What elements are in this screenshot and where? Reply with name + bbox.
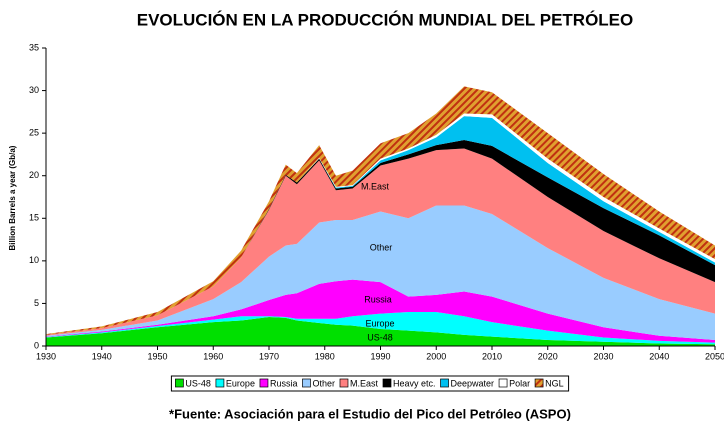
x-tick-label: 1990 [370,351,390,361]
legend-label: Deepwater [451,378,495,388]
legend-swatch [339,378,349,388]
area [46,139,715,335]
x-tick-label: 1950 [147,351,167,361]
x-tick-label: 1970 [259,351,279,361]
area [46,205,715,341]
x-tick-label: 2040 [649,351,669,361]
x-tick-label: 2030 [593,351,613,361]
legend-box [170,375,570,392]
legend-label: US-48 [185,378,211,388]
x-tick-label: 2050 [705,351,724,361]
legend-swatch [440,378,449,388]
legend-label: M.East [350,378,379,388]
x-tick-label: 2000 [426,351,446,361]
y-tick-label: 0 [34,340,39,350]
x-tick-label: 1930 [36,351,56,361]
legend-label: Polar [509,378,530,388]
area-label: Russia [364,294,392,304]
legend-label: NGL [545,378,564,388]
x-tick-label: 1960 [203,351,223,361]
source-note: *Fuente: Asociación para el Estudio del … [169,406,571,421]
legend-swatch [382,378,392,388]
legend-label: Heavy etc. [393,378,436,388]
y-tick-label: 20 [29,170,39,180]
area [46,86,715,335]
x-tick-label: 1940 [92,351,112,361]
x-tick-label: 2010 [482,351,502,361]
y-tick-label: 5 [34,298,39,308]
y-tick-label: 25 [29,128,39,138]
plot-area: 0 5 10 15 20 25 30 35 1930 1940 1950 1960 1970 1980 19… [29,42,724,361]
y-tick-label: 35 [29,42,39,52]
legend-swatch [534,378,544,388]
legend: US-48 Europe Russia Other M.East Heavy etc. De… [170,375,570,392]
x-tick-label: 2020 [538,351,558,361]
y-axis-label: Billion Barrels a year (Gb/a) [8,145,17,250]
area [46,311,715,345]
area-label: US-48 [367,332,393,342]
legend-label: Europe [226,378,255,388]
area-label: Europe [365,318,394,328]
area [46,317,715,346]
y-tick-label: 30 [29,85,39,95]
legend-swatch [175,378,184,388]
x-tick-label: 1980 [315,351,335,361]
legend-label: Russia [270,378,298,388]
legend-swatch [215,378,225,388]
y-tick-label: 10 [29,255,39,265]
area-label: M.East [361,181,390,191]
chart-title: EVOLUCIÓN EN LA PRODUCCIÓN MUNDIAL DEL P… [137,10,634,29]
area [46,148,715,336]
area [46,116,715,335]
legend-swatch [302,378,311,388]
legend-label: Other [312,378,335,388]
area-label: Other [370,242,393,252]
legend-swatch [259,378,269,388]
area [46,279,715,343]
y-tick-label: 15 [29,213,39,223]
legend-swatch [498,378,508,388]
